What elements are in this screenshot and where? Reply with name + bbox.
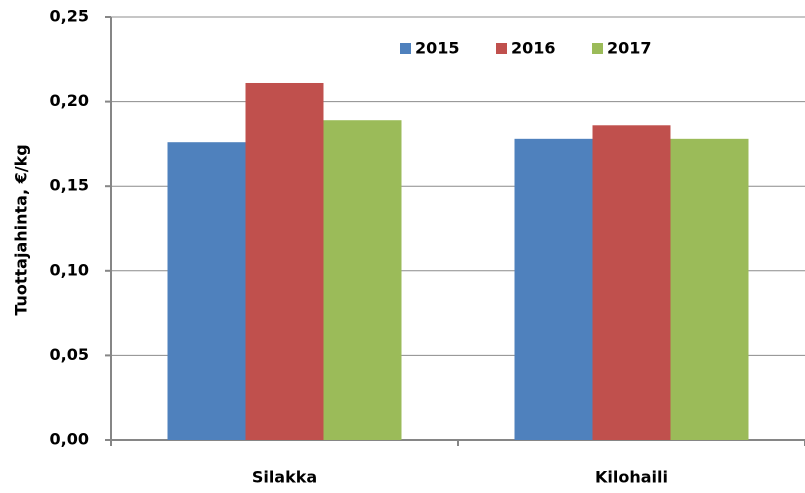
legend-label: 2016 (511, 39, 556, 58)
legend-label: 2015 (415, 39, 460, 58)
y-tick-label: 0,10 (50, 260, 89, 279)
x-tick-label: Silakka (252, 468, 317, 487)
bar (592, 125, 671, 441)
y-tick-label: 0,00 (50, 430, 89, 449)
bar (167, 142, 246, 440)
bar (245, 82, 324, 440)
x-tick-label: Kilohaili (595, 468, 668, 487)
bar (323, 120, 402, 440)
bar (670, 138, 749, 440)
legend-swatch (496, 43, 507, 54)
legend-swatch (400, 43, 411, 54)
y-tick-label: 0,15 (50, 176, 89, 195)
legend-swatch (592, 43, 603, 54)
bar (514, 138, 593, 440)
y-tick-label: 0,25 (50, 7, 89, 26)
y-tick-label: 0,20 (50, 91, 89, 110)
y-tick-label: 0,05 (50, 345, 89, 364)
y-axis-label: Tuottajahinta, €/kg (12, 144, 31, 315)
legend-label: 2017 (607, 39, 652, 58)
